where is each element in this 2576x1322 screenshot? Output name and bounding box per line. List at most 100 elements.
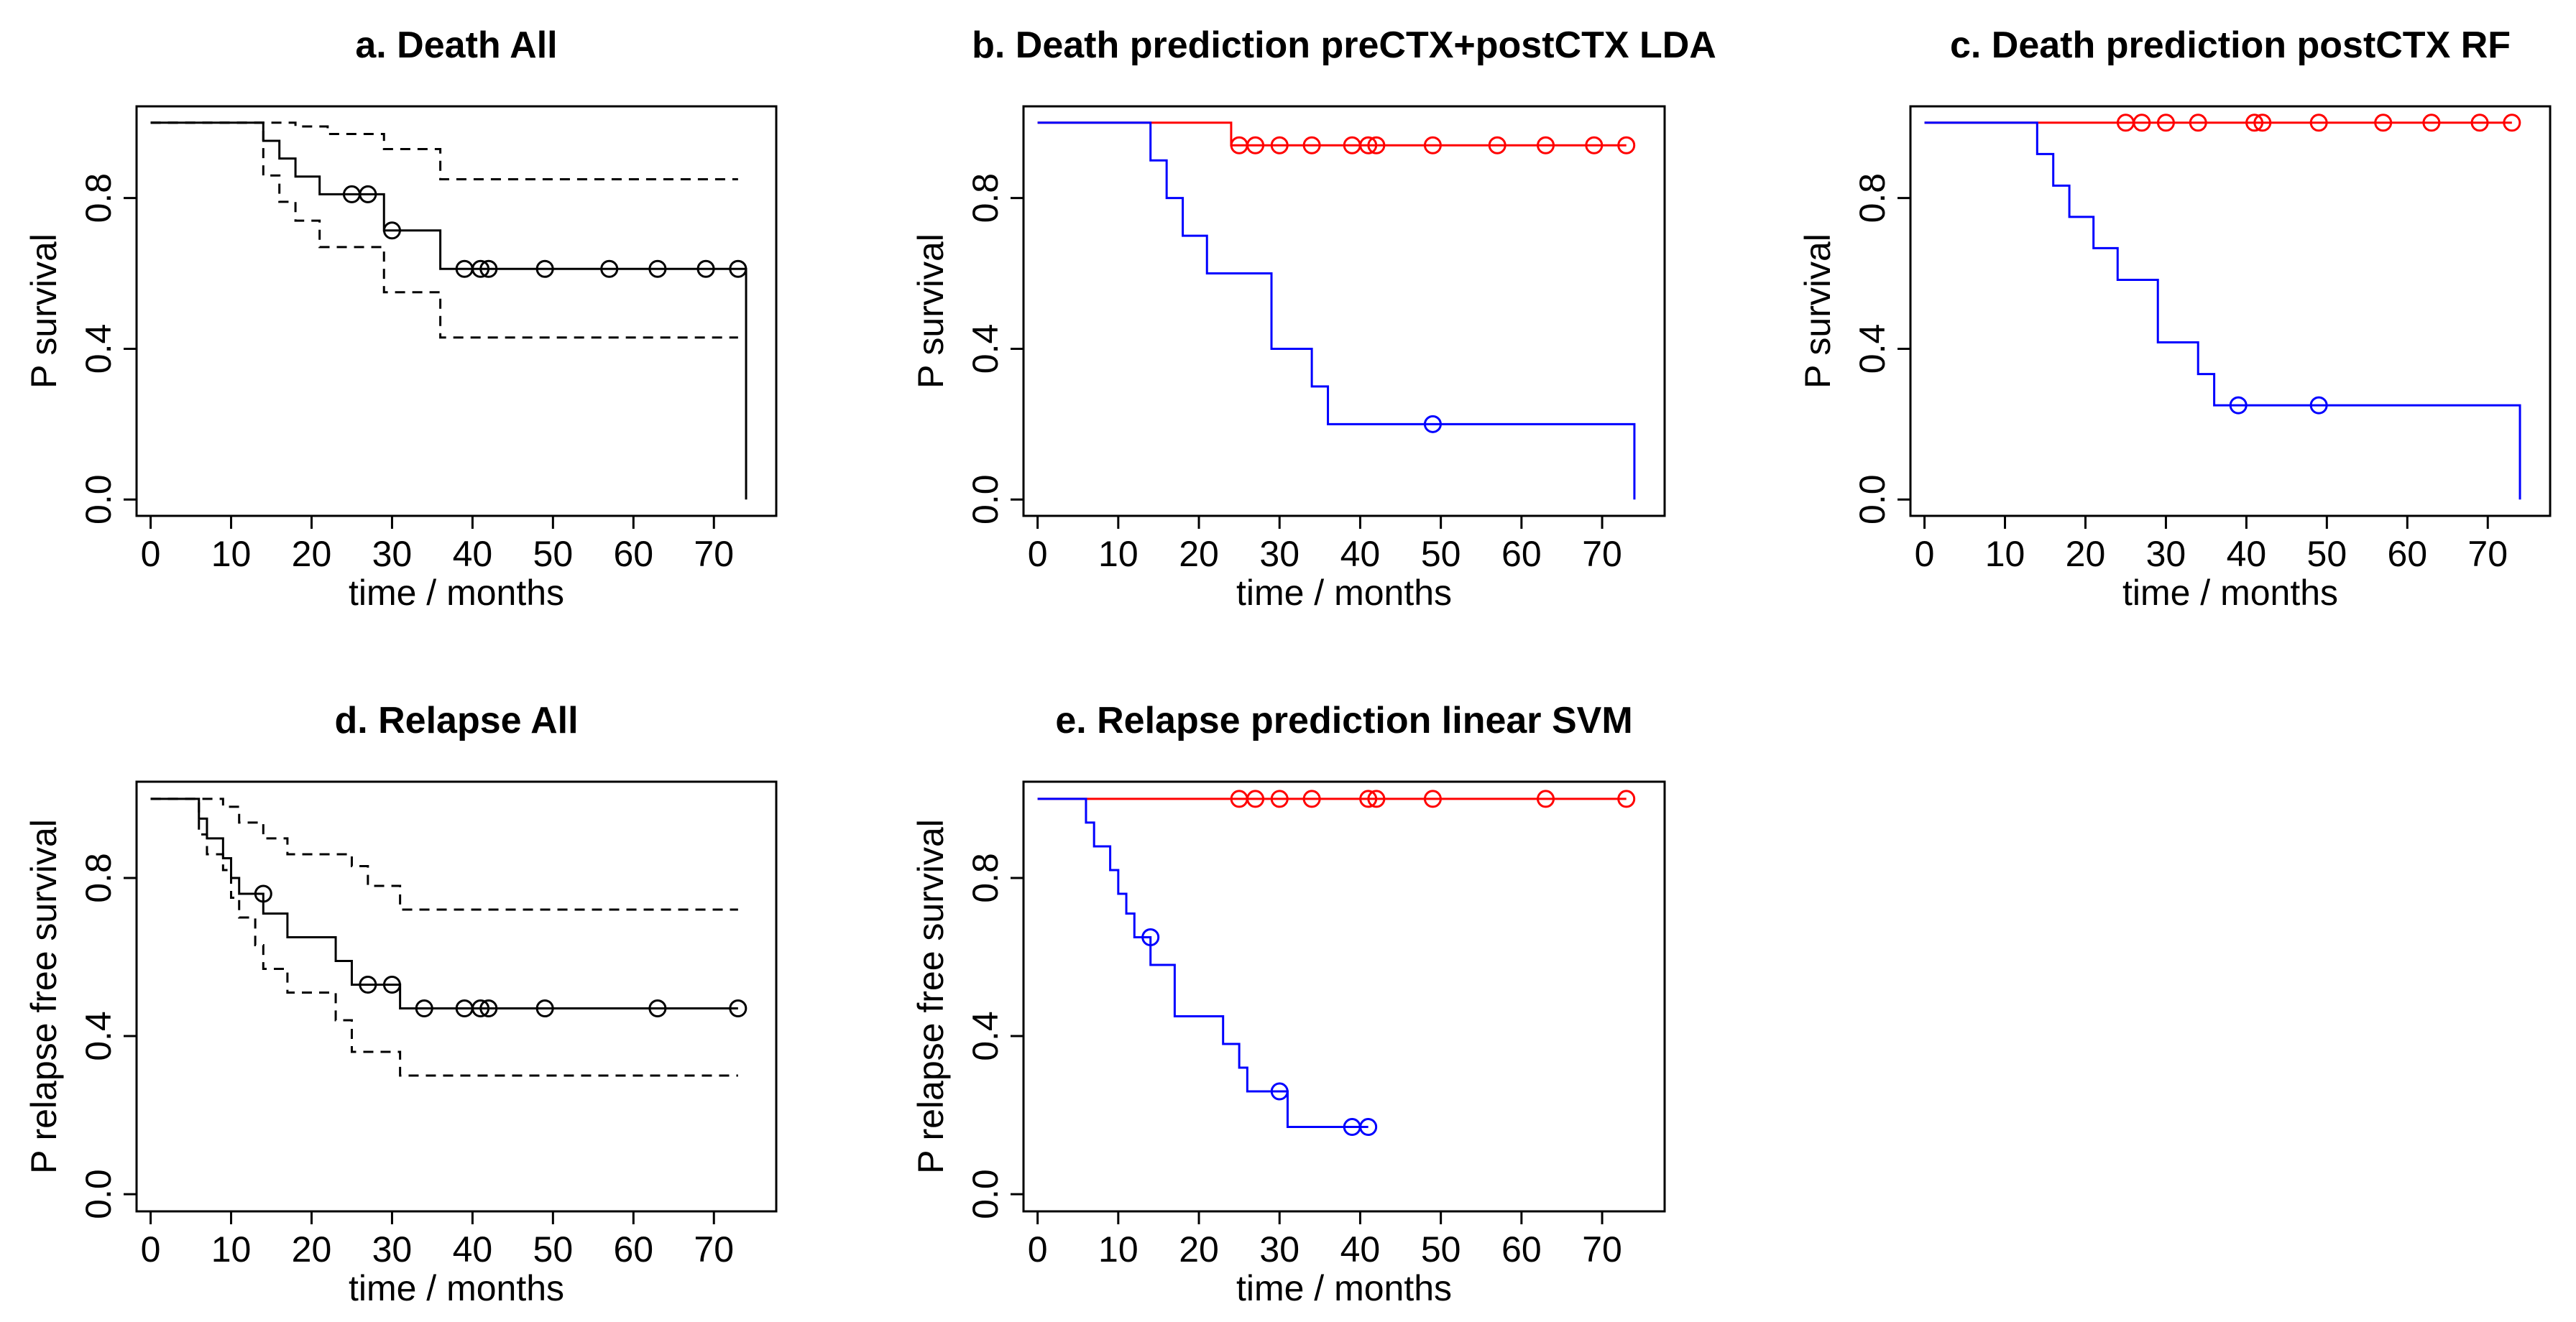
x-tick-label: 0	[141, 1229, 161, 1270]
censor-mark	[359, 185, 377, 203]
plot-frame	[135, 780, 778, 1213]
y-tick-label: 0.8	[78, 173, 119, 223]
survival-curve	[1037, 798, 1368, 1129]
panel-title: e. Relapse prediction linear SVM	[1055, 700, 1632, 741]
x-tick-label: 10	[211, 534, 252, 574]
censor-mark	[535, 259, 554, 278]
censor-mark	[472, 999, 490, 1018]
plot-frame	[135, 105, 778, 517]
y-tick-label: 0.8	[965, 173, 1006, 223]
censor-mark	[2189, 114, 2207, 132]
censor-mark	[1246, 136, 1265, 154]
censor-mark	[382, 221, 401, 240]
censor-mark	[1367, 136, 1386, 154]
y-axis-label: P relapse free survival	[24, 819, 64, 1174]
panel-title: a. Death All	[355, 24, 557, 66]
censor-mark	[472, 259, 490, 278]
x-tick-label: 50	[2307, 534, 2347, 574]
censor-mark	[2309, 114, 2328, 132]
survival-curve	[1037, 121, 1636, 500]
panel-title: c. Death prediction postCTX RF	[1950, 24, 2511, 66]
survival-curve	[150, 798, 738, 1009]
panel-e: e. Relapse prediction linear SVM 0 10 20 30 4…	[911, 700, 1666, 1308]
censor-mark	[696, 259, 715, 278]
panel-a: a. Death All 0 10 20 30 40 50 60 70 0.0 0.4 0.8 time…	[24, 24, 778, 613]
x-tick-label: 30	[1259, 1229, 1300, 1270]
y-tick-label: 0.4	[78, 1011, 119, 1061]
censor-mark	[729, 999, 748, 1018]
x-tick-label: 0	[1028, 534, 1048, 574]
x-tick-label: 40	[453, 1229, 493, 1270]
x-tick-label: 0	[1915, 534, 1935, 574]
survival-curve	[1924, 121, 2521, 500]
x-tick-label: 30	[1259, 534, 1300, 574]
censor-mark	[1270, 136, 1289, 154]
ci-line	[150, 121, 738, 180]
x-tick-label: 50	[1421, 534, 1461, 574]
censor-mark	[1141, 928, 1160, 946]
y-tick-label: 0.0	[965, 1169, 1006, 1219]
y-tick-label: 0.0	[1852, 474, 1892, 524]
x-tick-label: 20	[1179, 1229, 1219, 1270]
survival-curve	[150, 121, 748, 500]
panel-d: d. Relapse All 0 10 20 30 40 50 60 70 0.0 0.4 0.8 ti…	[24, 700, 778, 1308]
censor-mark	[382, 975, 401, 994]
censor-mark	[415, 999, 433, 1018]
censor-mark	[1359, 1118, 1378, 1137]
censor-mark	[2156, 114, 2175, 132]
censor-mark	[479, 259, 498, 278]
x-tick-label: 70	[694, 1229, 734, 1270]
x-axis-label: time / months	[1236, 573, 1452, 613]
y-tick-label: 0.0	[78, 1169, 119, 1219]
x-tick-label: 50	[1421, 1229, 1461, 1270]
x-axis-label: time / months	[1236, 1268, 1452, 1308]
censor-mark	[1617, 136, 1636, 154]
x-tick-label: 20	[2066, 534, 2106, 574]
censor-mark	[1302, 136, 1321, 154]
x-tick-label: 40	[453, 534, 493, 574]
x-tick-label: 0	[1028, 1229, 1048, 1270]
x-tick-label: 30	[372, 534, 413, 574]
censor-mark	[1302, 790, 1321, 808]
censor-mark	[600, 259, 619, 278]
censor-mark	[2229, 396, 2248, 415]
y-tick-label: 0.4	[1852, 324, 1892, 374]
y-tick-label: 0.0	[965, 474, 1006, 524]
y-axis-label: P survival	[1798, 234, 1838, 389]
censor-mark	[729, 259, 748, 278]
y-axis-label: P survival	[911, 234, 951, 389]
x-tick-label: 60	[613, 1229, 653, 1270]
x-tick-label: 10	[211, 1229, 252, 1270]
censor-mark	[359, 975, 377, 994]
censor-mark	[648, 999, 667, 1018]
x-tick-label: 20	[1179, 534, 1219, 574]
censor-mark	[2253, 114, 2272, 132]
censor-mark	[1423, 136, 1442, 154]
censor-mark	[2245, 114, 2264, 132]
censor-mark	[2503, 114, 2521, 132]
censor-mark	[535, 999, 554, 1018]
y-tick-label: 0.8	[1852, 173, 1892, 223]
x-tick-label: 60	[2387, 534, 2427, 574]
censor-mark	[1617, 790, 1636, 808]
ci-line	[150, 798, 738, 1077]
panel-c: c. Death prediction postCTX RF 0 10 20 30 40 5…	[1798, 24, 2552, 613]
y-tick-label: 0.4	[965, 324, 1006, 374]
x-tick-label: 60	[1501, 534, 1542, 574]
censor-mark	[2309, 396, 2328, 415]
censor-mark	[1359, 790, 1378, 808]
censor-mark	[2422, 114, 2441, 132]
x-axis-label: time / months	[2122, 573, 2338, 613]
y-axis-label: P survival	[24, 234, 64, 389]
panel-title: b. Death prediction preCTX+postCTX LDA	[972, 24, 1716, 66]
censor-mark	[648, 259, 667, 278]
y-axis-label: P relapse free survival	[911, 819, 951, 1174]
plot-frame	[1909, 105, 2552, 517]
censor-mark	[479, 999, 498, 1018]
y-tick-label: 0.0	[78, 474, 119, 524]
censor-mark	[1423, 790, 1442, 808]
censor-mark	[254, 884, 272, 903]
censor-mark	[2374, 114, 2393, 132]
y-tick-label: 0.8	[965, 853, 1006, 903]
